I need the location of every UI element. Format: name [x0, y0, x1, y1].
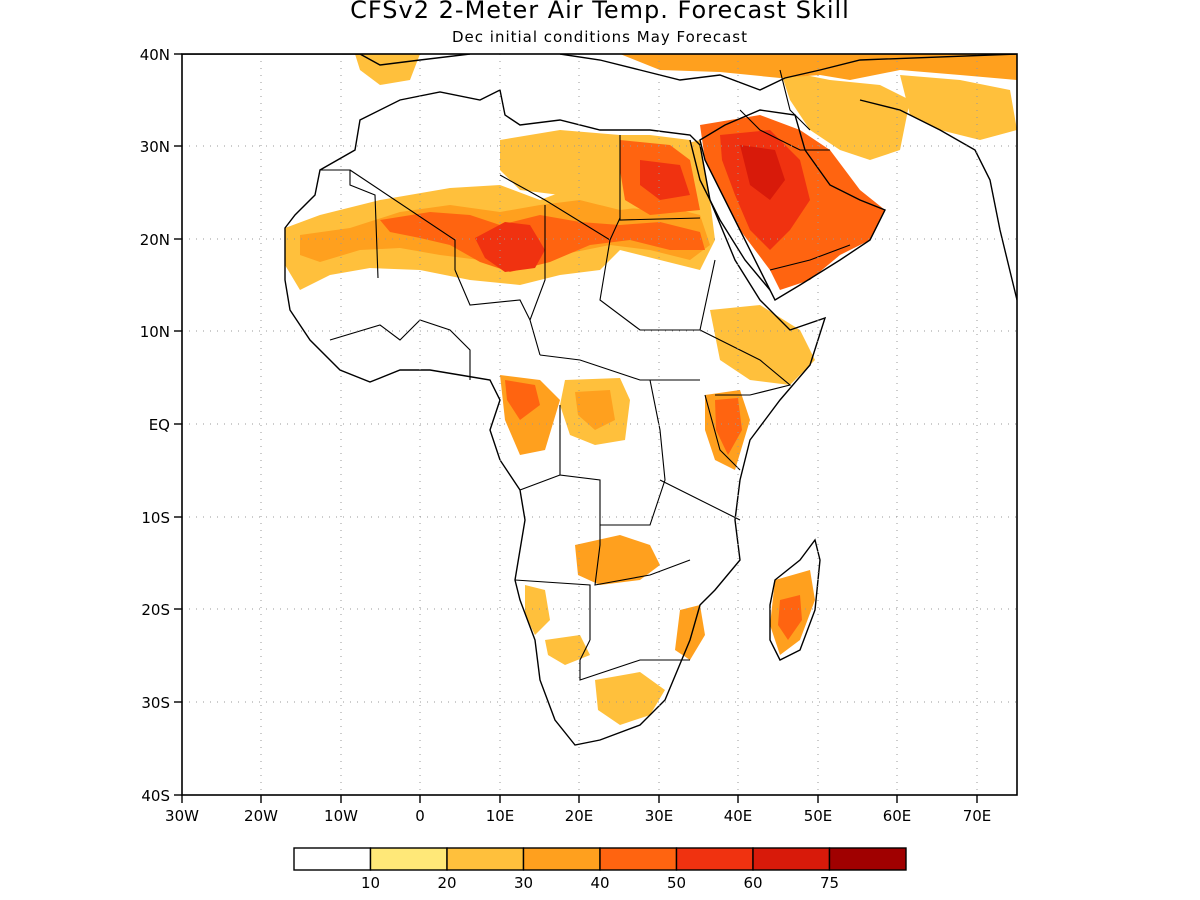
lon-labels: 30W 20W 10W 0 10E 20E 30E 40E 50E 60E 70… [165, 807, 991, 825]
border-algeria-mali [349, 169, 456, 270]
colorbar-label: 75 [820, 874, 839, 892]
skill-area-egypt-hot [640, 160, 690, 200]
colorbar-swatch [752, 847, 831, 871]
colorbar-swatch [599, 847, 678, 871]
lat-tick-label: 40S [141, 787, 170, 805]
colorbar-swatch [522, 847, 601, 871]
lon-tick-label: 70E [963, 807, 992, 825]
lon-tick-label: 0 [415, 807, 425, 825]
colorbar-label: 50 [667, 874, 686, 892]
map-title: CFSv2 2-Meter Air Temp. Forecast Skill [350, 0, 850, 24]
red-sea [689, 139, 771, 291]
skill-area-iberia [355, 54, 420, 85]
colorbar-swatch [446, 847, 525, 871]
colorbar-label: 20 [437, 874, 456, 892]
skill-area-arabia-core [740, 145, 785, 200]
lat-tick-label: 20N [140, 231, 170, 249]
skill-area-south-africa [595, 672, 665, 725]
lat-tick-label: 30S [141, 694, 170, 712]
skill-area-kenya-core [715, 398, 742, 455]
coastlines [182, 54, 1017, 746]
colorbar-swatch [828, 847, 907, 871]
africa-coastline [284, 88, 827, 746]
lat-labels: 40N 30N 20N 10N EQ 10S 20S 30S 40S [140, 46, 170, 805]
skill-area-botswana [545, 635, 590, 665]
border-chad [529, 205, 546, 356]
border-zambia [594, 525, 691, 586]
skill-area-ethiopia [710, 305, 815, 385]
border-west-africa [329, 319, 471, 380]
tick-marks [174, 53, 978, 803]
skill-area-iran [900, 75, 1017, 140]
colorbar-label: 30 [514, 874, 533, 892]
lon-tick-label: 30W [165, 807, 199, 825]
lon-tick-label: 10W [324, 807, 358, 825]
skill-area-mediterranean [620, 54, 1017, 80]
border-congo [559, 405, 601, 525]
border-niger-nigeria [454, 269, 531, 321]
lon-tick-label: 40E [724, 807, 753, 825]
colorbar-swatch [369, 847, 448, 871]
border-namibia [579, 639, 690, 681]
border-central [539, 354, 700, 381]
skill-contours [285, 54, 1017, 725]
border-iran [779, 69, 811, 131]
lon-tick-label: 10E [486, 807, 515, 825]
colorbar-swatch [675, 847, 754, 871]
arabia-coastline [699, 109, 886, 301]
border-yemen-oman [769, 244, 851, 271]
lat-tick-label: EQ [149, 416, 170, 434]
skill-area-congo-core [575, 390, 615, 430]
map-subtitle: Dec initial conditions May Forecast [452, 28, 748, 46]
skill-area-mozambique [675, 605, 705, 660]
lat-tick-label: 40N [140, 46, 170, 64]
skill-area-angola-coast [525, 585, 550, 635]
skill-area-sahel-inner [380, 212, 705, 272]
border-mauritania [320, 169, 379, 279]
lon-tick-label: 30E [645, 807, 674, 825]
border-tanzania [659, 479, 741, 521]
skill-area-zambia [575, 535, 660, 585]
border-egypt [619, 135, 701, 221]
border-ethiopia [699, 329, 792, 396]
lon-tick-label: 60E [883, 807, 912, 825]
skill-area-arabia-north [780, 70, 910, 160]
lon-tick-label: 20W [244, 807, 278, 825]
border-kenya [704, 394, 741, 471]
europe-coastline [182, 54, 1017, 91]
skill-area-madagascar-core [778, 595, 802, 640]
lat-tick-label: 10S [141, 509, 170, 527]
colorbar-label: 10 [361, 874, 380, 892]
lat-tick-label: 20S [141, 601, 170, 619]
border-iraq-saudi [739, 109, 830, 151]
iran-coastline [859, 99, 1017, 301]
lon-tick-label: 20E [565, 807, 594, 825]
skill-area-cameroon-core [505, 380, 540, 420]
border-libya [499, 174, 621, 241]
lat-tick-label: 10N [140, 323, 170, 341]
border-drc-east [600, 379, 666, 526]
colorbar-swatch [293, 847, 372, 871]
madagascar-coastline [769, 538, 821, 661]
skill-area-chad-core [475, 222, 545, 272]
colorbar: 10 20 30 40 50 60 75 [293, 847, 907, 892]
country-borders [320, 69, 851, 681]
lon-tick-label: 50E [804, 807, 833, 825]
lat-tick-label: 30N [140, 138, 170, 156]
colorbar-label: 60 [743, 874, 762, 892]
border-angola [514, 474, 591, 640]
colorbar-label: 40 [590, 874, 609, 892]
border-sudan [599, 239, 716, 331]
